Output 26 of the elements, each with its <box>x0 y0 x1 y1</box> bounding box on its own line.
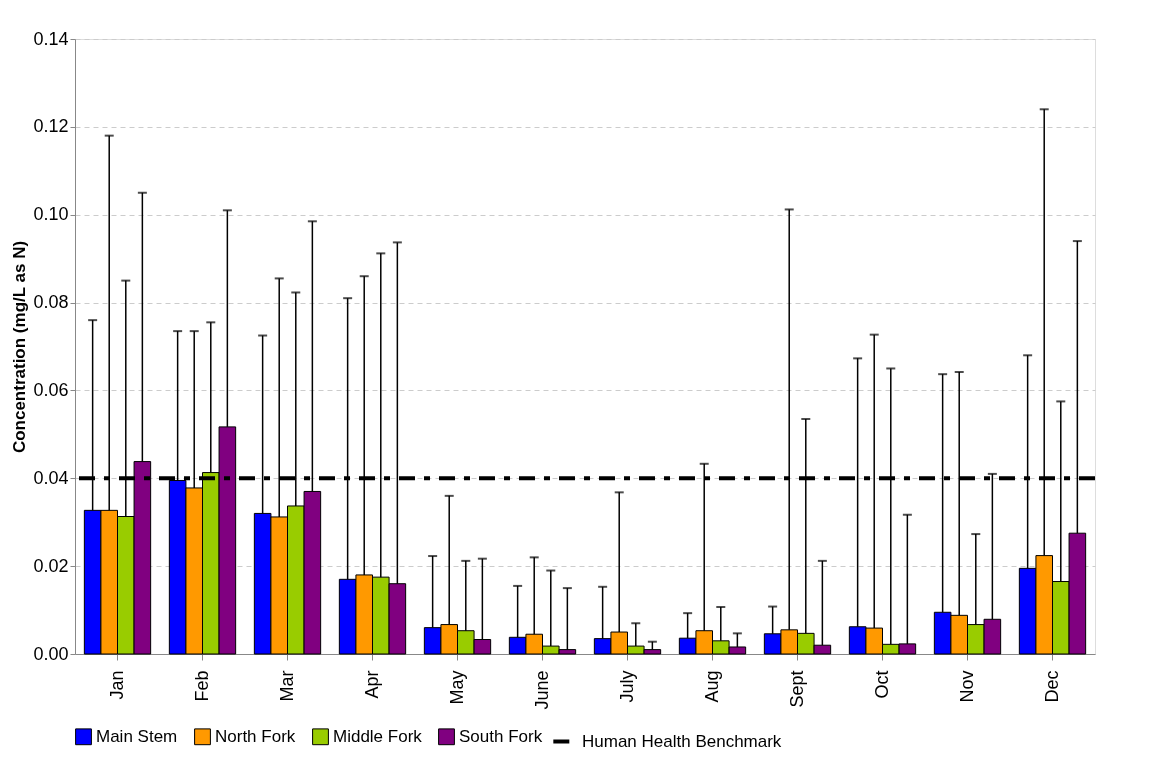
y-axis-title: Concentration (mg/L as N) <box>10 240 30 454</box>
legend-label: South Fork <box>459 726 543 746</box>
legend-label: North Fork <box>215 726 296 746</box>
x-tick-label: Feb <box>191 670 212 702</box>
y-tick-label: 0.04 <box>33 467 69 488</box>
x-tick-label: Mar <box>276 670 297 702</box>
x-tick-label: Dec <box>1041 670 1062 703</box>
y-tick-label: 0.08 <box>33 292 69 313</box>
x-tick-label: Oct <box>871 670 892 699</box>
y-tick-label: 0.06 <box>33 379 69 400</box>
y-tick-label: 0.12 <box>33 116 69 137</box>
x-tick-label: Jan <box>106 670 127 700</box>
x-tick-label: Nov <box>956 670 977 703</box>
x-tick-label: May <box>446 670 467 705</box>
y-tick-label: 0.00 <box>33 643 69 664</box>
x-tick-label: Apr <box>361 670 382 699</box>
x-tick-label: Sept <box>786 670 807 708</box>
x-tick-label: Aug <box>701 670 722 703</box>
legend-label: Human Health Benchmark <box>582 731 782 751</box>
legend-label: Main Stem <box>96 726 178 746</box>
x-tick-label: July <box>616 670 637 703</box>
legend-label: Middle Fork <box>333 726 423 746</box>
x-tick-label: June <box>531 670 552 710</box>
y-tick-label: 0.14 <box>33 28 69 49</box>
y-tick-label: 0.02 <box>33 555 69 576</box>
y-tick-label: 0.10 <box>33 204 69 225</box>
